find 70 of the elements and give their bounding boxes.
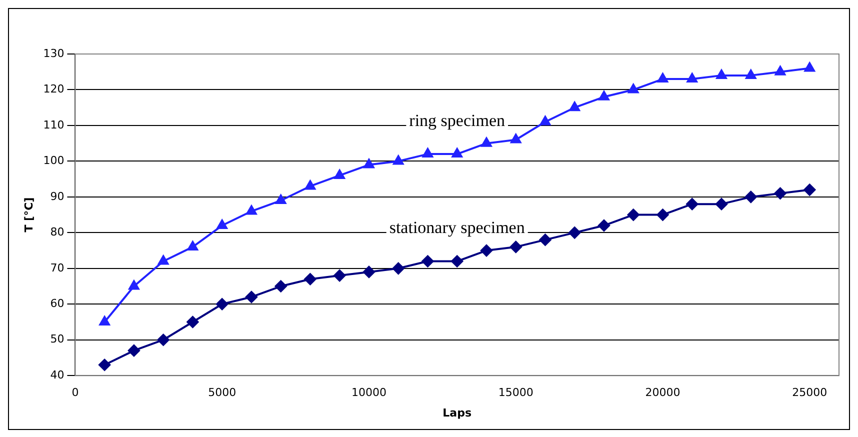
point [510, 240, 522, 253]
point [744, 190, 757, 203]
point [539, 234, 552, 246]
point [627, 208, 640, 221]
point [804, 184, 816, 196]
point [746, 69, 756, 79]
point [187, 240, 198, 250]
point [716, 69, 727, 79]
point [422, 148, 434, 158]
point [157, 334, 170, 346]
point [158, 255, 169, 265]
point [686, 198, 698, 210]
point [128, 344, 140, 357]
y-tick-label: 100 [43, 154, 64, 168]
point [334, 169, 345, 179]
y-axis-title: T [°C] [22, 197, 36, 232]
point [186, 316, 199, 328]
point [304, 273, 316, 286]
x-tick-label: 10000 [351, 386, 386, 400]
point [804, 62, 815, 72]
y-tick-label: 50 [50, 332, 64, 346]
point [510, 134, 522, 144]
point [774, 66, 786, 76]
point [128, 280, 140, 290]
point [540, 116, 551, 126]
point [452, 148, 462, 158]
y-tick-label: 130 [43, 46, 64, 60]
y-tick-label: 90 [50, 190, 64, 203]
point [774, 187, 786, 200]
y-tick-label: 70 [50, 261, 64, 274]
series-label: ring specimen [409, 111, 506, 130]
point [392, 262, 404, 274]
point [568, 226, 581, 239]
point [362, 266, 375, 278]
y-tick-label: 120 [43, 82, 64, 96]
point [276, 194, 286, 204]
y-tick-label: 110 [43, 118, 64, 132]
x-tick-label: 25000 [792, 386, 828, 400]
point [715, 198, 728, 210]
x-tick-label: 15000 [498, 386, 534, 400]
point [246, 205, 257, 215]
x-tick-label: 0 [72, 386, 79, 400]
point [99, 316, 110, 326]
x-axis-title: Laps [442, 406, 472, 420]
point [598, 90, 610, 100]
point [334, 270, 346, 282]
point [686, 73, 698, 83]
y-tick-label: 80 [50, 226, 64, 239]
series-label: stationary specimen [389, 218, 526, 238]
point [304, 180, 316, 190]
point [216, 220, 228, 230]
point [628, 84, 639, 94]
point [451, 255, 464, 268]
x-tick-label: 20000 [645, 386, 680, 400]
point [657, 73, 668, 83]
point [98, 358, 111, 371]
point [480, 244, 492, 257]
point [274, 280, 287, 292]
point [481, 137, 492, 147]
point [656, 208, 669, 221]
point [393, 155, 404, 165]
y-tick-label: 40 [50, 368, 64, 382]
point [216, 298, 228, 310]
y-tick-label: 60 [50, 296, 64, 310]
point [422, 255, 434, 268]
point [569, 102, 580, 112]
point [364, 158, 374, 168]
point [245, 290, 258, 303]
x-tick-label: 5000 [208, 386, 236, 400]
point [598, 220, 610, 232]
